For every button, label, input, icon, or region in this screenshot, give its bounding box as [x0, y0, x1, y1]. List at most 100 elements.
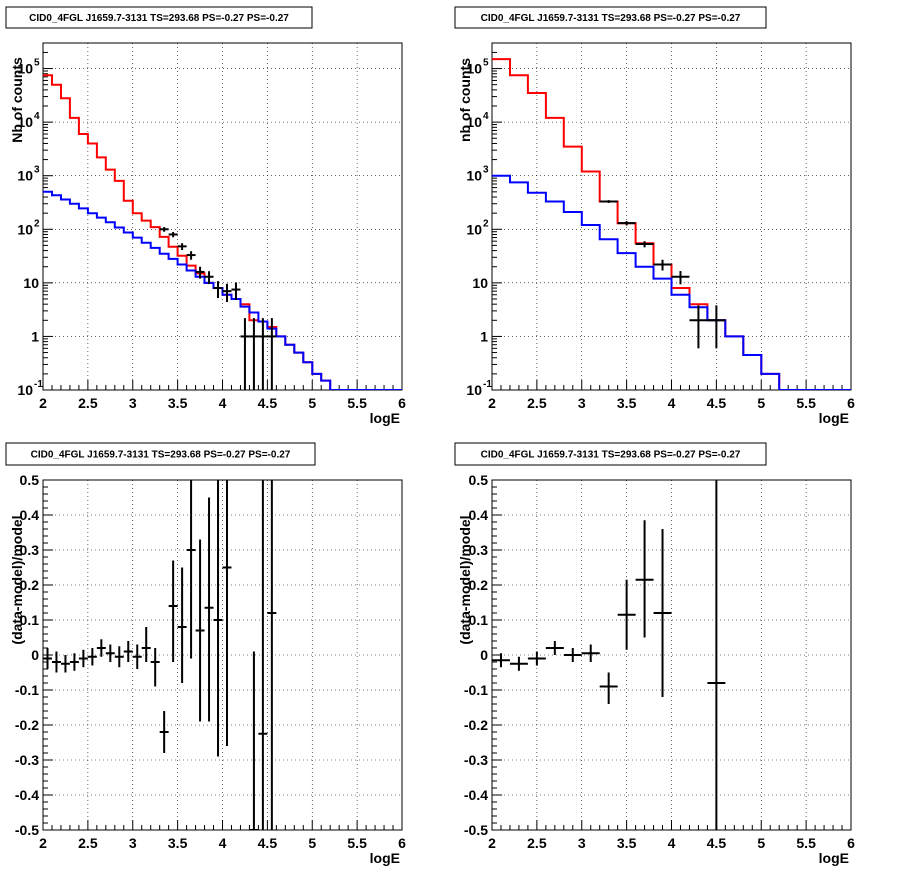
y-tick-label: 10	[466, 382, 482, 398]
y-tick-exponent: 4	[34, 111, 40, 122]
x-tick-label: 6	[847, 395, 855, 411]
x-axis: 2 2.5 3 3.5 4 4.5 5 5.5 6	[488, 820, 855, 851]
grid	[492, 480, 851, 830]
data-point	[671, 271, 690, 285]
y-tick-label: -0.3	[15, 752, 39, 768]
x-tick-label: 6	[398, 395, 406, 411]
y-tick-label: 0.3	[20, 542, 40, 558]
series-blue-step	[43, 190, 402, 390]
y-tick-label: 10	[17, 221, 33, 237]
data-point	[635, 520, 654, 638]
data-point	[545, 641, 564, 655]
x-tick-label: 5	[308, 835, 316, 851]
data-point	[114, 646, 124, 668]
x-tick-label: 5	[757, 395, 765, 411]
data-point	[258, 480, 268, 830]
x-tick-label: 3.5	[168, 835, 188, 851]
y-tick-label: -0.5	[15, 822, 39, 838]
y-axis: 0.5 0.4 0.3 0.2 0.1 0 -0.1 -0.2 -0.3 -0.4 -0.5	[464, 472, 502, 838]
y-axis-title: (data-model)/model	[9, 515, 25, 644]
y-tick-label: 0	[31, 647, 39, 663]
data-point	[186, 251, 196, 260]
data-point	[240, 318, 250, 390]
y-tick-label: 10	[466, 61, 482, 77]
pad-bottom-left: CID0_4FGL J1659.7-3131 TS=293.68 PS=-0.2…	[5, 442, 406, 866]
x-tick-label: 2.5	[78, 395, 98, 411]
x-tick-label: 3.5	[617, 395, 637, 411]
y-tick-label: 0.2	[20, 577, 40, 593]
y-tick-label: -0.4	[15, 787, 39, 803]
data-point	[87, 648, 97, 666]
y-tick-label: -0.1	[464, 682, 488, 698]
data-point	[581, 644, 600, 662]
plot-title-box	[454, 6, 767, 29]
x-tick-label: 4	[219, 395, 227, 411]
y-tick-label: 0.4	[20, 507, 40, 523]
y-tick-label: 0.2	[469, 577, 489, 593]
x-tick-label: 4.5	[258, 835, 278, 851]
data-point	[204, 271, 214, 285]
data-point	[186, 480, 196, 659]
data-point	[204, 497, 214, 722]
data-point	[213, 480, 223, 757]
x-tick-label: 5.5	[347, 835, 367, 851]
y-tick-label: 1	[480, 328, 488, 344]
pad-top-left: CID0_4FGL J1659.7-3131 TS=293.68 PS=-0.2…	[5, 6, 406, 426]
plot-title-box	[454, 442, 767, 466]
data-point	[267, 480, 277, 830]
data-point	[69, 653, 79, 671]
y-axis: 0.5 0.4 0.3 0.2 0.1 0 -0.1 -0.2 -0.3 -0.4 -0.5	[15, 472, 53, 838]
data-layer	[43, 480, 277, 830]
x-tick-label: 2.5	[527, 395, 547, 411]
x-tick-label: 3	[578, 395, 586, 411]
y-tick-label: 0.1	[469, 612, 489, 628]
x-tick-label: 3	[129, 395, 137, 411]
x-axis-title: logE	[370, 410, 400, 426]
series-blue-step	[492, 174, 851, 390]
x-axis: 2 2.5 3 3.5 4 4.5 5 5.5 6	[39, 820, 406, 851]
data-point	[653, 529, 672, 697]
data-point	[653, 259, 672, 271]
x-axis-title: logE	[370, 850, 400, 866]
x-tick-label: 3.5	[617, 835, 637, 851]
y-tick-label: 10	[466, 168, 482, 184]
data-point	[509, 656, 528, 671]
data-point	[105, 644, 115, 662]
data-point	[222, 283, 232, 302]
data-point	[707, 305, 726, 349]
data-point	[267, 318, 277, 390]
x-tick-label: 4	[219, 835, 227, 851]
x-axis: 2 2.5 3 3.5 4 4.5 5 5.5 6	[39, 380, 406, 411]
data-point	[222, 480, 232, 746]
pad-top-right: CID0_4FGL J1659.7-3131 TS=293.68 PS=-0.2…	[454, 6, 855, 426]
y-tick-exponent: 5	[483, 58, 489, 69]
y-tick-exponent: 3	[483, 165, 489, 176]
x-tick-label: 2	[488, 395, 496, 411]
y-tick-label: 10	[466, 114, 482, 130]
y-tick-label: 1	[31, 328, 39, 344]
y-tick-label: -0.5	[464, 822, 488, 838]
y-tick-exponent: -1	[483, 379, 492, 390]
plot-title-box	[5, 442, 316, 466]
y-tick-label: -0.4	[464, 787, 488, 803]
y-tick-label: 10	[466, 221, 482, 237]
y-tick-label: -0.2	[464, 717, 488, 733]
data-point	[689, 305, 708, 349]
x-tick-label: 5.5	[796, 835, 816, 851]
y-axis-title: Nb of counts	[9, 57, 25, 143]
y-tick-label: 10	[472, 275, 488, 291]
x-tick-label: 5	[308, 395, 316, 411]
y-tick-label: 10	[17, 382, 33, 398]
x-tick-label: 4.5	[258, 395, 278, 411]
data-point	[195, 266, 205, 279]
data-point	[43, 648, 52, 669]
x-tick-label: 2	[39, 395, 47, 411]
data-point	[168, 560, 178, 662]
x-tick-label: 5.5	[347, 395, 367, 411]
y-tick-label: 10	[17, 61, 33, 77]
data-point	[527, 651, 546, 666]
pad-bottom-right: CID0_4FGL J1659.7-3131 TS=293.68 PS=-0.2…	[454, 442, 855, 866]
data-point	[123, 641, 133, 662]
